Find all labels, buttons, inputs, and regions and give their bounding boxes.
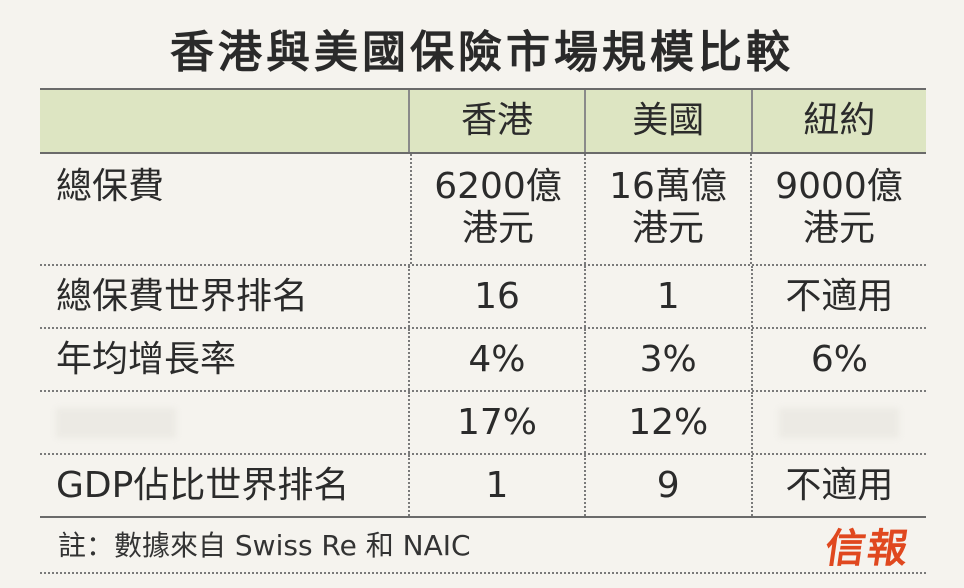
obscured-label: [56, 407, 176, 438]
header-cell-newyork: 紐約: [803, 100, 876, 141]
table-cell: 3%: [586, 329, 753, 390]
table-cell: 1: [586, 266, 753, 327]
obscured-value: [779, 407, 900, 438]
table-row: 17% 12%: [40, 392, 926, 455]
cell-value: 6200億 港元: [434, 166, 562, 249]
table-cell: 4%: [410, 329, 586, 390]
row-label-obscured: [40, 392, 411, 453]
table-row: 總保費世界排名 16 1 不適用: [40, 266, 926, 329]
comparison-table: 香港 美國 紐約 總保費 6200億 港元 16萬億 港元 9000億 港元 總…: [40, 88, 926, 518]
table-cell: 6200億 港元: [412, 154, 586, 264]
table-cell: 16萬億 港元: [586, 154, 752, 264]
publisher-logo: 信報: [822, 526, 913, 572]
source-note: 註：數據來自 Swiss Re 和 NAIC: [58, 529, 471, 562]
row-label: GDP佔比世界排名: [40, 455, 411, 516]
row-label: 年均增長率: [40, 329, 411, 390]
row-label: 總保費: [40, 154, 412, 264]
table-cell: 9: [586, 455, 753, 516]
table-cell: 1: [410, 455, 586, 516]
table-header-row: 香港 美國 紐約: [40, 90, 926, 154]
table-cell: 6%: [810, 338, 868, 380]
table-cell: 17%: [410, 392, 586, 453]
table-row: 年均增長率 4% 3% 6%: [40, 329, 926, 392]
table-row: GDP佔比世界排名 1 9 不適用: [40, 455, 926, 518]
table-cell: 12%: [586, 392, 753, 453]
row-label: 總保費世界排名: [40, 266, 411, 327]
header-cell-blank: [40, 90, 411, 152]
cell-value: 16萬億 港元: [609, 166, 727, 249]
table-row: 總保費 6200億 港元 16萬億 港元 9000億 港元: [40, 154, 926, 266]
page-title: 香港與美國保險市場規模比較: [170, 27, 794, 78]
header-cell-usa: 美國: [586, 90, 753, 152]
header-cell-hongkong: 香港: [410, 90, 586, 152]
bottom-divider: [40, 572, 926, 574]
cell-value: 9000億 港元: [775, 166, 903, 249]
table-cell: 9000億 港元: [752, 154, 926, 264]
table-cell: 16: [410, 266, 586, 327]
table-cell-obscured: [753, 392, 926, 453]
table-cell: 不適用: [785, 464, 894, 506]
table-cell: 不適用: [785, 275, 894, 317]
